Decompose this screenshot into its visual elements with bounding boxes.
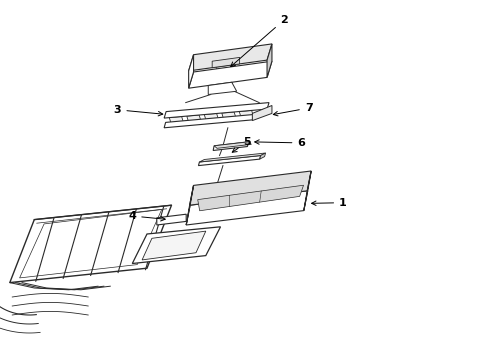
- Polygon shape: [189, 44, 272, 71]
- Polygon shape: [190, 171, 311, 205]
- Polygon shape: [204, 113, 219, 121]
- Polygon shape: [189, 61, 272, 88]
- Text: 7: 7: [273, 103, 313, 116]
- Polygon shape: [239, 111, 254, 118]
- Text: 2: 2: [231, 15, 288, 67]
- Polygon shape: [208, 82, 237, 95]
- Polygon shape: [212, 57, 240, 68]
- Polygon shape: [213, 142, 248, 150]
- Polygon shape: [214, 142, 251, 148]
- Polygon shape: [304, 171, 311, 211]
- Text: 4: 4: [128, 211, 165, 221]
- Polygon shape: [222, 112, 236, 120]
- Polygon shape: [189, 55, 194, 88]
- Polygon shape: [187, 115, 201, 123]
- Polygon shape: [252, 105, 272, 121]
- Polygon shape: [10, 205, 172, 283]
- Polygon shape: [186, 191, 308, 225]
- Polygon shape: [198, 156, 261, 166]
- Polygon shape: [199, 153, 266, 162]
- Polygon shape: [142, 231, 206, 260]
- Text: 1: 1: [312, 198, 347, 208]
- Polygon shape: [260, 153, 266, 159]
- Text: 6: 6: [255, 138, 305, 148]
- Polygon shape: [186, 185, 194, 225]
- Polygon shape: [164, 103, 269, 118]
- Polygon shape: [164, 114, 254, 128]
- Text: 5: 5: [232, 137, 251, 152]
- Polygon shape: [267, 44, 272, 77]
- Polygon shape: [170, 117, 184, 124]
- Polygon shape: [157, 214, 186, 225]
- Text: 3: 3: [114, 105, 163, 116]
- Polygon shape: [132, 227, 220, 264]
- Polygon shape: [198, 185, 303, 211]
